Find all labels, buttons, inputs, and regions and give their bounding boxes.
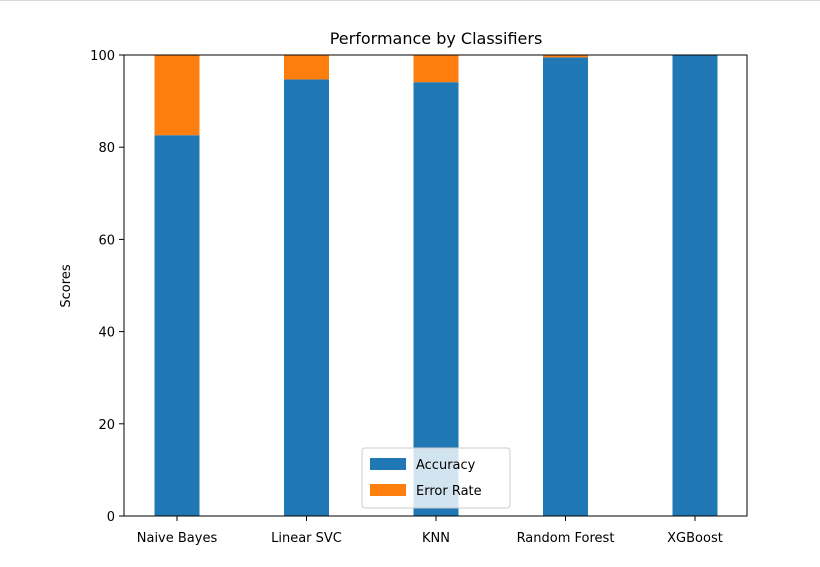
bar-error-rate-linear-svc	[284, 55, 329, 80]
legend-swatch-error-rate	[370, 484, 406, 496]
x-tick-label: KNN	[422, 531, 450, 546]
legend-label-accuracy: Accuracy	[416, 458, 476, 473]
y-tick-label: 40	[98, 326, 115, 341]
legend-swatch-accuracy	[370, 458, 406, 470]
legend: Accuracy Error Rate	[361, 447, 511, 509]
y-tick-label: 100	[90, 49, 115, 64]
bar-accuracy-naive-bayes	[154, 135, 200, 516]
y-tick-label: 20	[98, 418, 115, 433]
bar-accuracy-knn	[413, 82, 459, 516]
y-tick-label: 80	[98, 141, 115, 156]
x-tick-label: Random Forest	[517, 531, 615, 546]
legend-label-error-rate: Error Rate	[416, 484, 482, 499]
bar-accuracy-random-forest	[543, 57, 588, 517]
top-divider	[0, 0, 820, 1]
bar-error-rate-random-forest	[543, 55, 588, 58]
x-axis: Naive Bayes Linear SVC KNN Random Forest XGB…	[137, 516, 723, 546]
y-axis: 0 20 40 60 80 100	[90, 49, 124, 525]
bars-group	[154, 55, 718, 517]
bar-accuracy-linear-svc	[284, 79, 329, 517]
y-axis-label: Scores	[59, 264, 74, 307]
bar-error-rate-knn	[413, 55, 459, 83]
chart-title: Performance by Classifiers	[330, 29, 543, 48]
y-tick-label: 60	[98, 233, 115, 248]
y-tick-label: 0	[107, 510, 115, 525]
x-tick-label: Linear SVC	[271, 531, 342, 546]
x-tick-label: XGBoost	[667, 531, 723, 546]
bar-accuracy-xgboost	[672, 55, 718, 517]
legend-box	[361, 447, 511, 509]
bar-error-rate-naive-bayes	[154, 55, 200, 136]
x-tick-label: Naive Bayes	[137, 531, 218, 546]
